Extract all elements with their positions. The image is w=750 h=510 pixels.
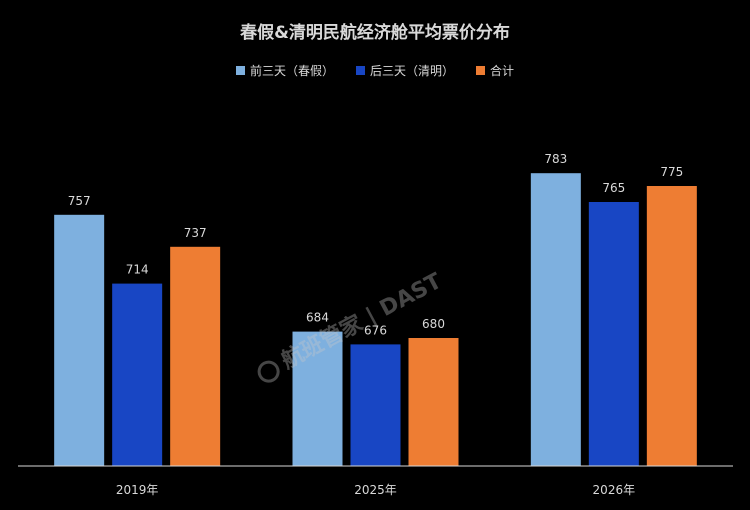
- legend-swatch-series-1: [355, 66, 365, 75]
- data-label-2-0: 783: [544, 152, 567, 166]
- bar-0-2: [170, 246, 221, 466]
- bar-0-0: [54, 214, 105, 466]
- data-label-0-2: 737: [184, 226, 207, 240]
- legend-label-series-1: 后三天（清明）: [369, 64, 454, 78]
- legend-item-series-1: 后三天（清明）: [355, 62, 454, 79]
- data-label-0-0: 757: [68, 194, 91, 208]
- bar-1-1: [350, 344, 401, 466]
- bar-2-2: [646, 186, 697, 466]
- x-tick-label-0: 2019年: [116, 483, 159, 497]
- chart-title: 春假&清明民航经济舱平均票价分布: [240, 23, 510, 43]
- bar-0-1: [112, 283, 163, 466]
- bar-1-0: [292, 331, 343, 466]
- data-label-1-1: 676: [364, 323, 387, 337]
- legend-swatch-series-0: [235, 66, 245, 75]
- legend-item-series-2: 合计: [476, 62, 514, 79]
- bar-1-2: [408, 338, 459, 466]
- legend-item-series-0: 前三天（春假）: [235, 62, 334, 79]
- data-label-1-2: 680: [422, 317, 445, 331]
- x-tick-label-1: 2025年: [354, 483, 397, 497]
- x-tick-label-2: 2026年: [593, 483, 636, 497]
- data-label-2-2: 775: [660, 165, 683, 179]
- legend-label-series-0: 前三天（春假）: [249, 64, 334, 78]
- bar-2-0: [530, 173, 581, 466]
- bar-2-1: [588, 202, 639, 466]
- legend: 前三天（春假） 后三天（清明） 合计: [0, 62, 750, 79]
- legend-swatch-series-2: [476, 66, 485, 75]
- legend-label-series-2: 合计: [490, 64, 515, 78]
- data-label-0-1: 714: [126, 263, 149, 277]
- data-label-2-1: 765: [602, 181, 625, 195]
- data-label-1-0: 684: [306, 311, 329, 325]
